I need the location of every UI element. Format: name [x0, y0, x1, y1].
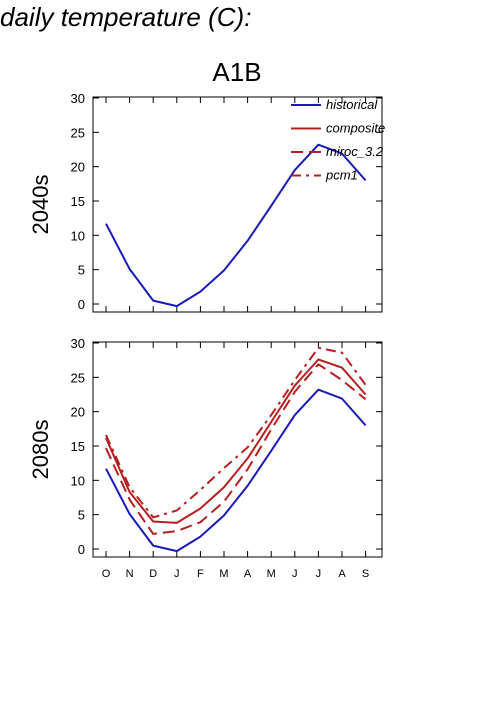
y-tick-label: 25: [71, 370, 85, 385]
x-tick-label: J: [292, 568, 298, 580]
series-line-miroc-3-2: [105, 363, 367, 535]
series-line-historical: [105, 388, 367, 553]
y-tick-label: 20: [71, 405, 85, 420]
x-tick-label: J: [316, 568, 322, 580]
series-line-historical: [105, 143, 367, 308]
series-line-composite: [105, 358, 367, 524]
x-tick-label: D: [149, 568, 157, 580]
y-axis-label: 2040s: [28, 175, 53, 235]
x-tick-label: A: [244, 568, 252, 580]
y-tick-label: 20: [71, 160, 85, 175]
y-axis-label: 2080s: [28, 420, 53, 480]
y-tick-label: 30: [71, 91, 85, 106]
chart-title: A1B: [212, 57, 261, 87]
x-tick-label: J: [174, 568, 180, 580]
y-tick-label: 5: [78, 508, 85, 523]
x-tick-label: O: [102, 568, 111, 580]
y-tick-label: 25: [71, 125, 85, 140]
series-line-pcm1: [105, 346, 367, 519]
y-tick-label: 10: [71, 473, 85, 488]
panel-2080s: 0 5 10 15 20 25 30 O N D J F M A M J J A S 2080s: [28, 336, 383, 580]
plot-frame: [92, 96, 383, 313]
y-tick-label: 5: [78, 263, 85, 278]
x-tick-label: N: [126, 568, 134, 580]
y-tick-label: 15: [71, 439, 85, 454]
panel-2040s: 0 5 10 15 20 25 30 2040s: [28, 91, 383, 313]
y-tick-label: 30: [71, 336, 85, 351]
legend-label-historical: historical: [326, 97, 378, 112]
legend-label-pcm1: pcm1: [325, 168, 358, 183]
x-tick-label: A: [338, 568, 346, 580]
legend-label-miroc-3-2: miroc_3.2: [326, 144, 384, 159]
x-tick-label: F: [197, 568, 204, 580]
x-tick-label: M: [267, 568, 276, 580]
page-title: daily temperature (C):: [0, 2, 252, 32]
x-tick-label: S: [362, 568, 369, 580]
legend-label-composite: composite: [326, 121, 385, 136]
legend: historical composite miroc_3.2 pcm1: [291, 97, 385, 183]
y-tick-label: 0: [78, 542, 85, 557]
y-tick-label: 15: [71, 194, 85, 209]
plot-frame: [92, 341, 383, 558]
y-tick-label: 10: [71, 228, 85, 243]
y-tick-label: 0: [78, 297, 85, 312]
x-tick-label: M: [219, 568, 228, 580]
